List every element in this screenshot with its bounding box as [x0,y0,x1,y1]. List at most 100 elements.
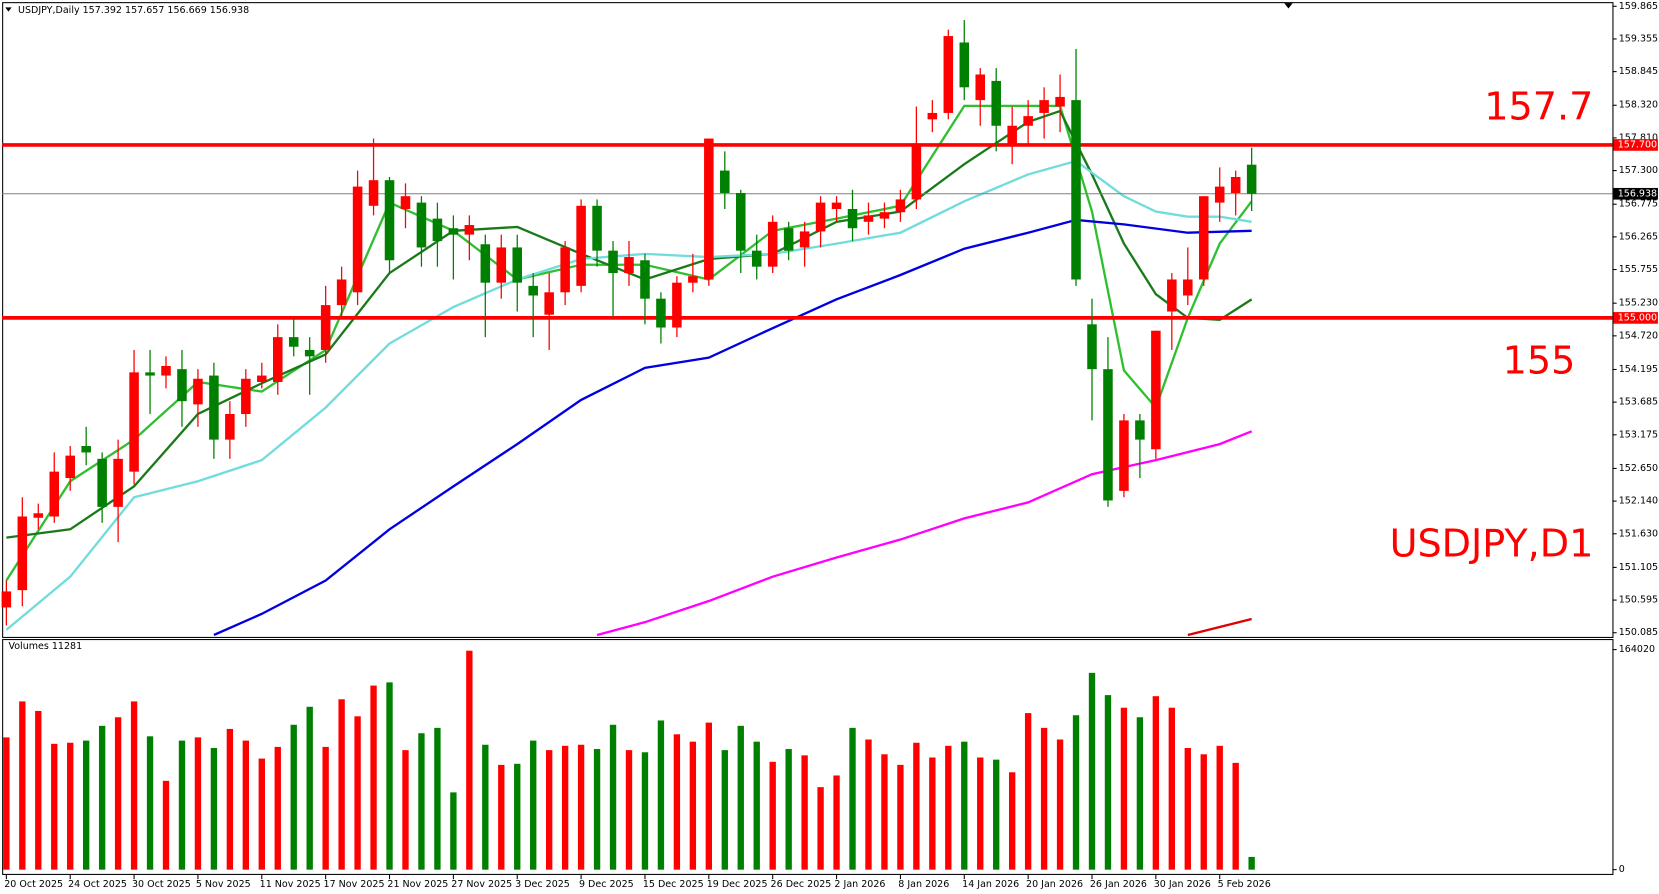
candle-body [879,212,890,219]
candle-body [991,80,1001,126]
x-tick-label: 5 Feb 2026 [1218,879,1271,890]
y-tick-label: 157.300 [1619,165,1658,176]
volume-bar [1232,762,1239,870]
candle-body [672,282,682,328]
candle-body [177,369,187,402]
candle-body [576,205,586,286]
volume-bar [1040,727,1048,870]
volume-bar [705,722,713,870]
candle-body [528,285,538,296]
candle-body [895,199,906,213]
candle-body [688,276,698,283]
volume-bar [530,740,537,870]
volume-bar [130,701,138,870]
candle-body [1183,279,1193,296]
candle-body [304,349,315,357]
candle-body [704,138,714,280]
volume-bar [673,734,681,870]
volume-bar [945,745,952,870]
candle-body [480,244,491,283]
volume-bar [482,744,489,870]
level-label-box [1613,187,1658,200]
indicator-line [596,430,1253,637]
candle-body [65,455,75,479]
volume-bar [641,752,649,870]
volume-bar [434,727,441,870]
symbol-marker [5,7,12,12]
x-tick-label: 20 Oct 2025 [4,879,63,890]
volume-bar [466,650,473,870]
volume-title: Volumes 11281 [8,641,82,652]
level-label: 157.700 [1618,139,1657,150]
x-tick-label: 21 Nov 2025 [387,879,448,890]
candle-body [1087,324,1097,370]
volume-bar [418,733,425,870]
volume-bar [1216,745,1223,870]
volume-bar [545,750,553,870]
level-label: 156.938 [1618,188,1657,199]
chart-title: USDJPY,Daily 157.392 157.657 156.669 156… [18,5,249,16]
candle-body [1167,279,1177,312]
price-panel [2,2,1614,638]
x-tick-label: 2 Jan 2026 [834,879,885,890]
y-tick-label: 164020 [1619,644,1655,655]
candle-body [464,225,475,235]
volume-bar [1200,754,1207,870]
volume-bar [561,745,569,870]
candle-body [17,516,28,591]
y-tick-label: 158.845 [1619,66,1658,77]
candle-body [368,180,379,206]
x-tick-label: 20 Jan 2026 [1026,879,1083,890]
volume-bar [1136,717,1144,870]
volume-bar [35,710,42,870]
candle-body [1039,100,1049,113]
candle-body [751,250,762,267]
candle-body [608,250,618,274]
candle-body [161,365,171,376]
volume-bar [961,741,968,870]
volume-bar [769,761,776,870]
volume-bar [865,739,872,870]
candle-body [1230,176,1241,194]
volume-bar [977,757,984,870]
volume-bar [162,780,170,870]
candle-body [1023,116,1033,126]
candle-body [129,372,139,472]
x-tick-label: 26 Dec 2025 [771,879,832,890]
candle-body [863,215,874,222]
volume-bar [274,746,281,870]
candle-body [272,337,283,382]
candle-body [145,372,155,376]
candle-body [257,375,267,382]
volume-bar [1152,696,1160,870]
candle-body [1055,96,1065,107]
candle-body [336,279,347,306]
volume-bar [721,750,728,870]
candle-body [448,228,459,235]
annotation: 157.7 [1484,84,1593,128]
candle-body [1007,125,1017,145]
annotation: 155 [1503,338,1576,382]
volume-bar [1024,713,1032,870]
x-tick-label: 19 Dec 2025 [707,879,768,890]
y-tick-label: 152.650 [1619,463,1658,474]
candle-body [209,375,219,440]
volume-bar [817,787,824,870]
candle-body [560,247,570,293]
candle-body [1,591,12,608]
volume-bar [226,728,234,870]
volume-bar [450,792,457,870]
y-tick-label: 151.105 [1619,562,1658,573]
y-tick-label: 150.595 [1619,595,1658,606]
x-tick-label: 3 Dec 2025 [515,879,570,890]
volume-bar [993,759,1000,870]
candle-body [799,231,810,248]
x-tick-label: 30 Oct 2025 [132,879,191,890]
x-tick-label: 11 Nov 2025 [260,879,321,890]
volume-bar [753,741,760,870]
candle-body [911,144,922,200]
volume-bar [689,741,697,870]
y-tick-label: 156.265 [1619,231,1658,242]
